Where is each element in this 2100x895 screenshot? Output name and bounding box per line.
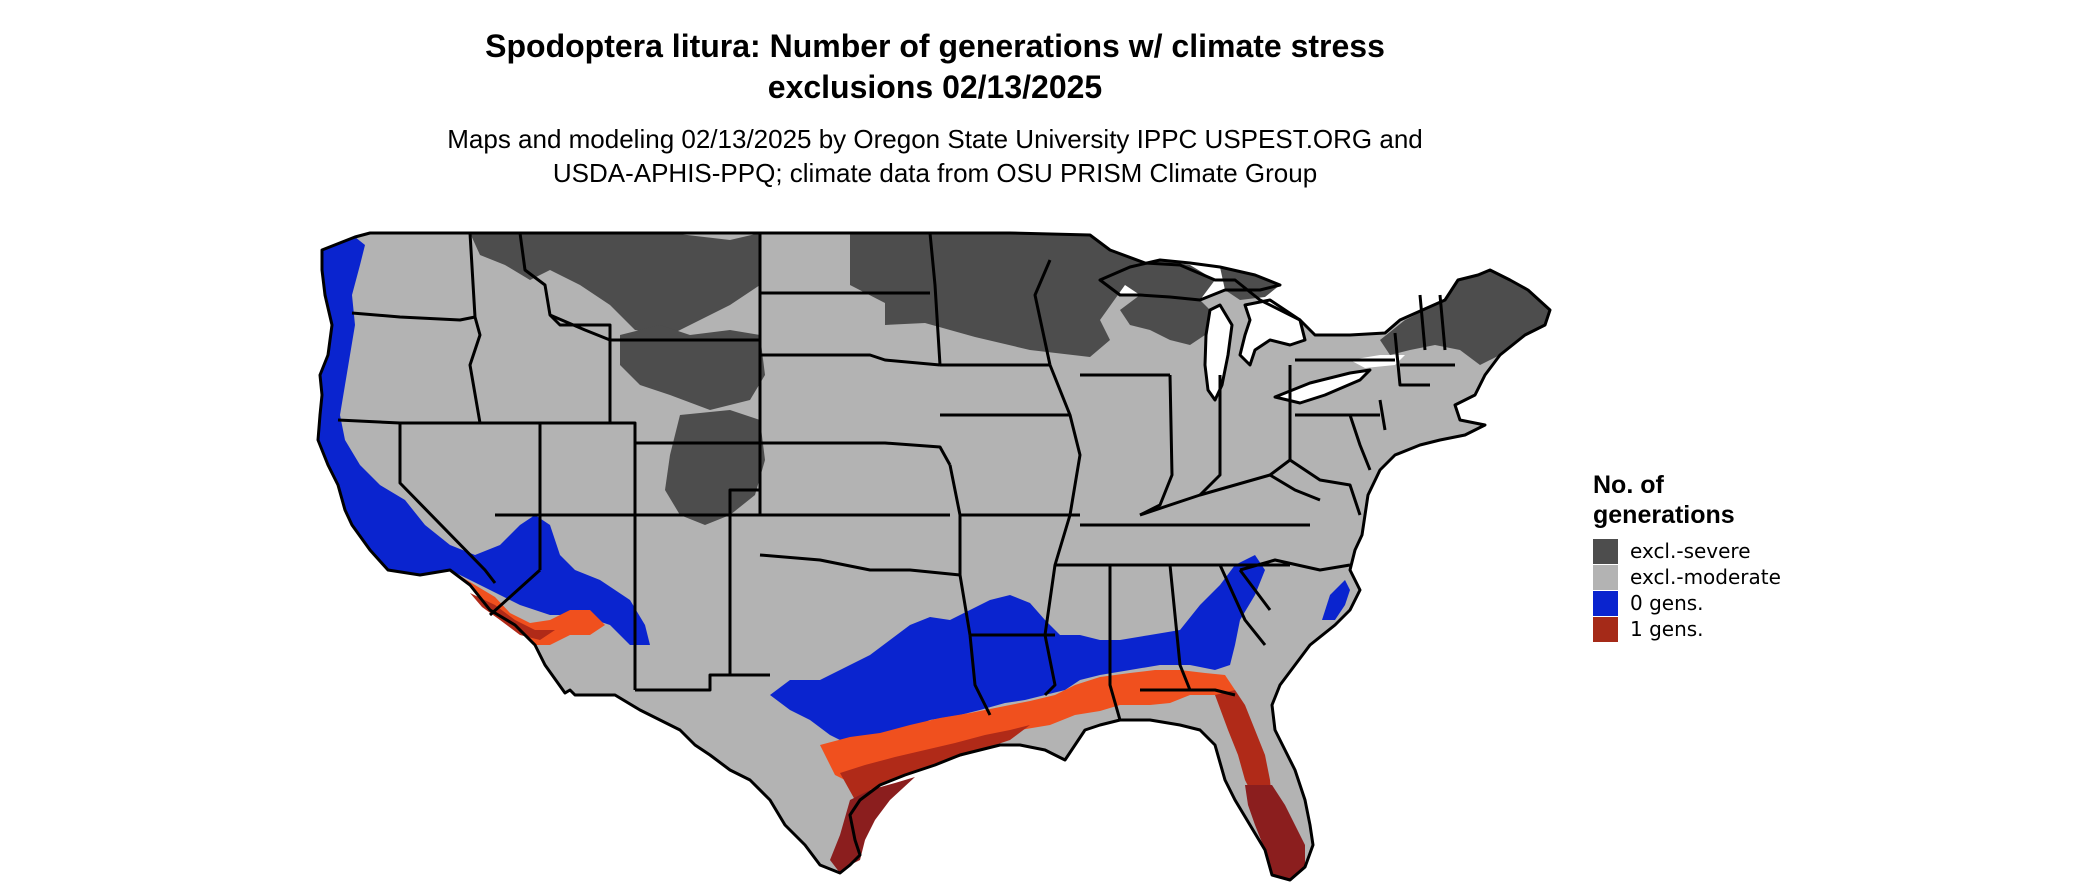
- legend-title: No. of generations: [1593, 470, 1781, 530]
- severe-colorado: [665, 410, 765, 525]
- severe-wisconsin-north: [1120, 295, 1210, 345]
- legend-label-excl-severe: excl.-severe: [1630, 539, 1751, 563]
- legend-item-excl-severe: excl.-severe: [1593, 538, 1781, 564]
- state-boundaries: [316, 231, 1552, 882]
- legend-title-line-1: No. of: [1593, 471, 1664, 499]
- legend-swatch-0-gens: [1593, 590, 1618, 616]
- severe-northeast: [1380, 270, 1550, 365]
- lake-michigan: [1205, 305, 1232, 400]
- map-subtitle-line-1: Maps and modeling 02/13/2025 by Oregon S…: [447, 124, 1423, 154]
- map-legend: No. of generations excl.-severe excl.-mo…: [1593, 470, 1781, 642]
- one-gen-texas-tip: [830, 777, 915, 873]
- legend-label-excl-moderate: excl.-moderate: [1630, 565, 1781, 589]
- legend-item-1-gens: 1 gens.: [1593, 616, 1781, 642]
- legend-swatch-excl-moderate: [1593, 564, 1618, 590]
- zero-gens-west-coast: [318, 237, 650, 645]
- legend-item-0-gens: 0 gens.: [1593, 590, 1781, 616]
- one-gen-florida-mid: [1215, 690, 1272, 800]
- legend-title-line-2: generations: [1593, 501, 1735, 529]
- map-title-line-1: Spodoptera litura: Number of generations…: [485, 28, 1385, 64]
- legend-items: excl.-severe excl.-moderate 0 gens. 1 ge…: [1593, 538, 1781, 642]
- lake-erie: [1275, 370, 1370, 403]
- severe-rockies-north: [470, 233, 760, 335]
- zero-gens-atlantic-coast: [1322, 580, 1350, 620]
- one-gen-southwest-core: [470, 593, 555, 640]
- legend-swatch-1-gens: [1593, 616, 1618, 642]
- map-subtitle-line-2: USDA-APHIS-PPQ; climate data from OSU PR…: [552, 158, 1318, 188]
- legend-item-excl-moderate: excl.-moderate: [1593, 564, 1781, 590]
- one-gen-gulf-light: [820, 670, 1235, 785]
- one-gen-florida-south: [1245, 785, 1305, 880]
- map-title-line-2: exclusions 02/13/2025: [767, 69, 1103, 105]
- severe-wyoming: [620, 325, 765, 410]
- legend-label-1-gens: 1 gens.: [1630, 617, 1704, 641]
- legend-label-0-gens: 0 gens.: [1630, 591, 1704, 615]
- severe-northern-plains: [760, 233, 1215, 357]
- map-title: Spodoptera litura: Number of generations…: [0, 26, 1870, 108]
- zero-gens-gulf-coast: [770, 555, 1265, 745]
- severe-michigan-up: [1220, 267, 1280, 300]
- us-generations-map: [316, 231, 1552, 882]
- map-subtitle: Maps and modeling 02/13/2025 by Oregon S…: [0, 122, 1870, 190]
- one-gen-southwest: [450, 570, 605, 645]
- legend-swatch-excl-severe: [1593, 538, 1618, 564]
